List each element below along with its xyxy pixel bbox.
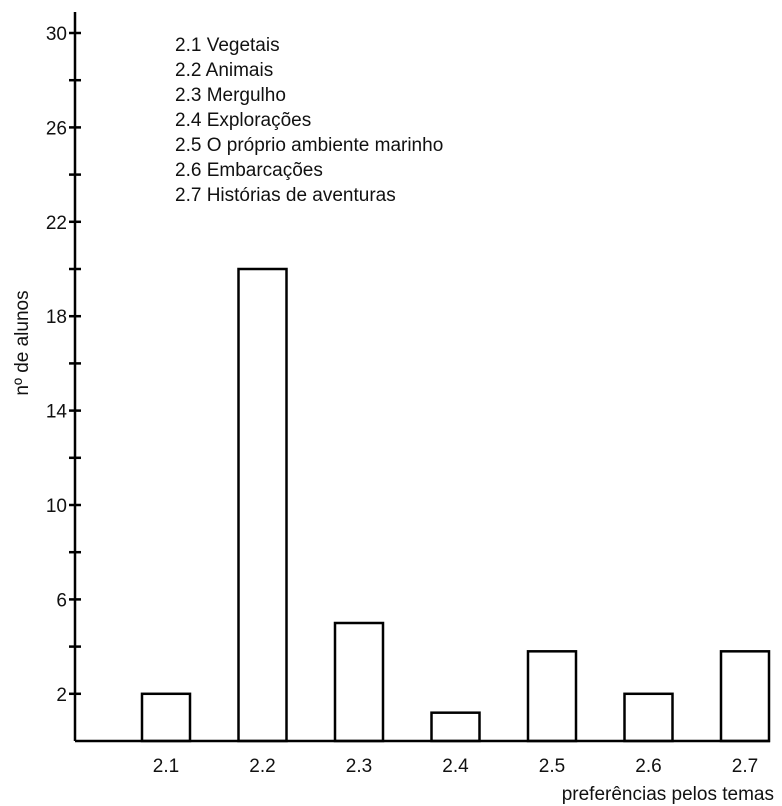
x-tick-label-2.3: 2.3 [346,756,372,777]
bar-2.6 [623,692,674,743]
legend-item: 2.7 Histórias de aventuras [175,185,396,206]
legend-item: 2.3 Mergulho [175,85,286,106]
x-tick-label-2.7: 2.7 [732,756,758,777]
y-tick-label-22: 22 [46,213,67,234]
y-tick-label-26: 26 [46,118,67,139]
bar-2.7 [719,650,771,743]
y-tick-label-2: 2 [56,685,67,706]
x-tick-label-2.4: 2.4 [442,756,469,777]
legend-item: 2.1 Vegetais [175,35,280,56]
bar-2.3 [333,621,385,743]
bar-2.2 [237,267,288,743]
bars-group [140,267,771,743]
bar-2.1 [140,692,192,743]
legend-item: 2.6 Embarcações [175,160,323,181]
bar-2.5 [526,650,578,743]
y-tick-label-10: 10 [46,496,67,517]
y-tick-label-6: 6 [56,590,67,611]
x-tick-label-2.6: 2.6 [635,756,661,777]
y-axis-title: nº de alunos [12,290,33,395]
x-axis-title: preferências pelos temas [562,784,774,805]
y-tick-label-30: 30 [46,24,67,45]
x-tick-label-2.5: 2.5 [539,756,565,777]
legend-item: 2.4 Explorações [175,110,311,131]
legend-item: 2.5 O próprio ambiente marinho [175,135,443,156]
legend-item: 2.2 Animais [175,60,273,81]
bar-2.4 [430,711,481,743]
x-tick-label-2.1: 2.1 [153,756,179,777]
y-tick-label-14: 14 [46,402,68,423]
legend: 2.1 Vegetais 2.2 Animais 2.3 Mergulho 2.4 E… [175,35,443,206]
x-labels-group: 2.1 2.2 2.3 2.4 2.5 2.6 2.7 [153,756,758,777]
x-tick-label-2.2: 2.2 [249,756,275,777]
y-tick-label-18: 18 [46,307,67,328]
